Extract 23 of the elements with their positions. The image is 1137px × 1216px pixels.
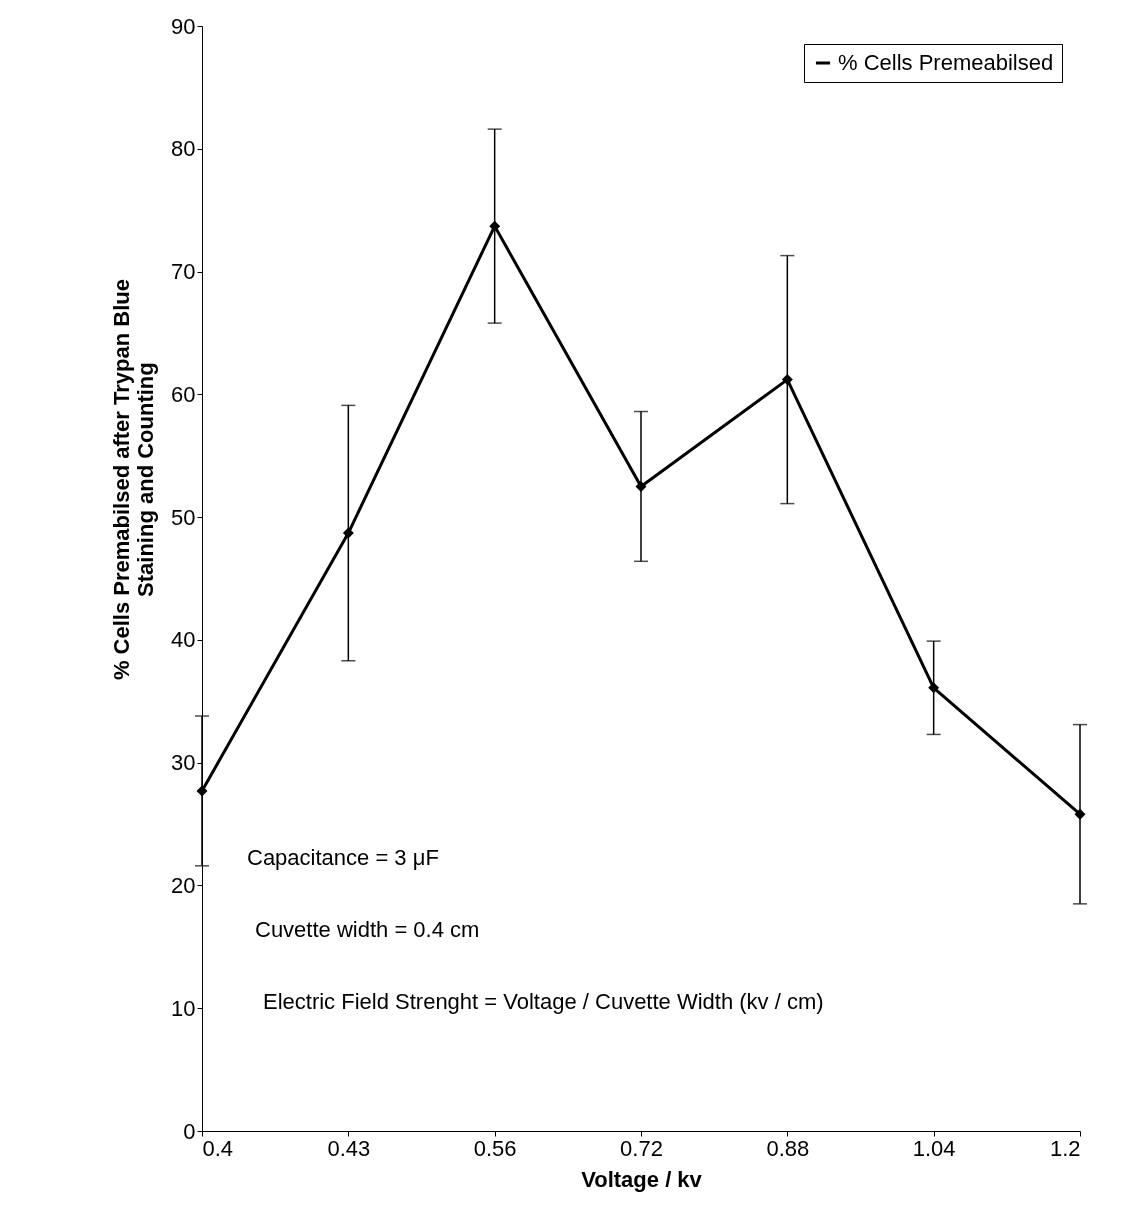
x-tick-label: 1.2	[1049, 1135, 1081, 1161]
y-tick-label: 0	[183, 1118, 196, 1144]
y-tick-label: 20	[171, 872, 196, 898]
y-tick-label: 70	[171, 259, 196, 285]
x-tick-label: 0.72	[620, 1135, 663, 1161]
x-axis-title: Voltage / kv	[581, 1166, 703, 1192]
y-tick-label: 90	[171, 13, 196, 39]
legend-label: % Cells Premeabilsed	[838, 50, 1054, 75]
y-tick-label: 40	[171, 627, 196, 653]
y-tick-label: 50	[171, 504, 196, 530]
y-tick-label: 30	[171, 750, 196, 776]
y-tick-label: 60	[171, 381, 196, 407]
annotation: Cuvette width = 0.4 cm	[255, 916, 480, 942]
x-tick-label: 1.04	[912, 1135, 956, 1161]
y-axis-title: % Cells Premabilsed after Trypan Blue Staining and Counting	[109, 279, 158, 681]
y-tick-label: 10	[171, 995, 196, 1021]
y-tick-label: 80	[171, 136, 196, 162]
annotation: Capacitance = 3 μF	[247, 844, 439, 870]
x-tick-label: 0.88	[766, 1135, 810, 1161]
x-tick-label: 0.43	[327, 1135, 371, 1161]
x-tick-label: 0.4	[202, 1135, 234, 1161]
x-tick-label: 0.56	[473, 1135, 517, 1161]
annotation: Electric Field Strenght = Voltage / Cuvette Width (kv / cm)	[263, 988, 824, 1014]
